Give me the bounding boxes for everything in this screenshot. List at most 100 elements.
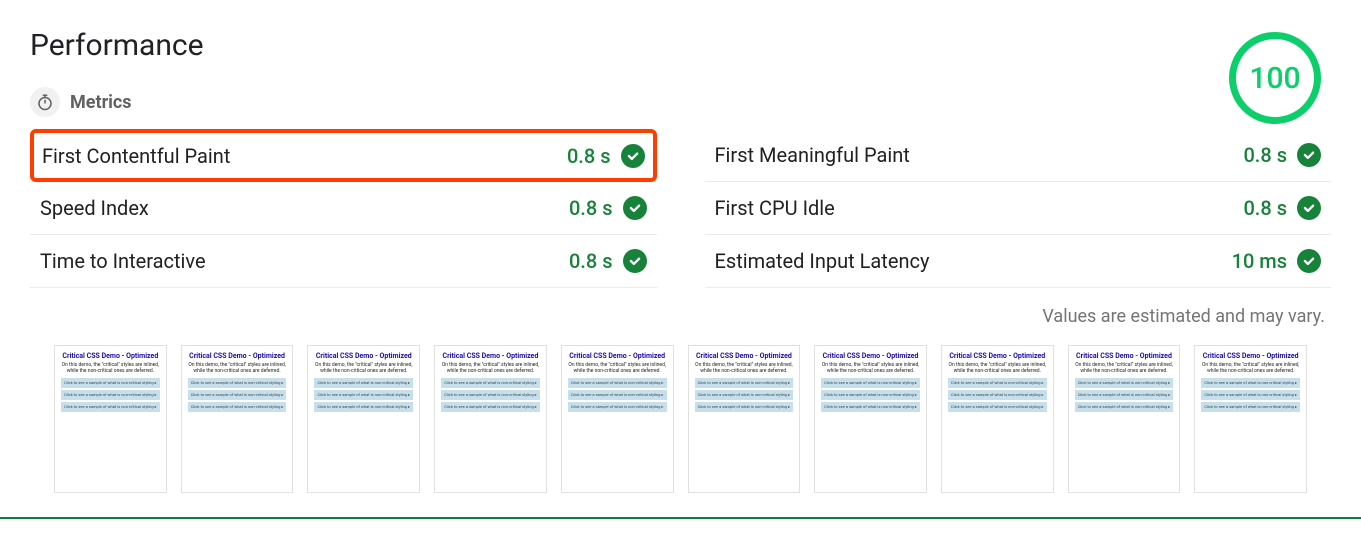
thumb-content-row: Click to see a sample of what is non-cri… [188, 378, 287, 388]
thumb-content-row: Click to see a sample of what is non-cri… [1075, 378, 1174, 388]
performance-score-gauge: 100 [1229, 32, 1321, 124]
thumb-content-row: Click to see a sample of what is non-cri… [695, 378, 794, 388]
thumb-content-row: Click to see a sample of what is non-cri… [61, 378, 160, 388]
filmstrip-frame[interactable]: Critical CSS Demo - Optimized On this dem… [434, 345, 547, 493]
thumb-content-row: Click to see a sample of what is non-cri… [948, 378, 1047, 388]
stopwatch-icon [30, 87, 60, 117]
metric-value: 0.8 s [1243, 143, 1287, 167]
thumb-subtitle: On this demo, the "critical" styles are … [314, 362, 413, 374]
thumb-subtitle: On this demo, the "critical" styles are … [568, 362, 667, 374]
thumb-content-row: Click to see a sample of what is non-cri… [948, 402, 1047, 412]
metric-row[interactable]: Speed Index 0.8 s [30, 182, 657, 235]
thumb-title: Critical CSS Demo - Optimized [314, 352, 413, 360]
metric-name: Time to Interactive [40, 249, 206, 273]
metric-row[interactable]: Estimated Input Latency 10 ms [705, 235, 1332, 288]
thumb-content-row: Click to see a sample of what is non-cri… [1201, 390, 1300, 400]
thumb-content-row: Click to see a sample of what is non-cri… [188, 390, 287, 400]
thumb-content-row: Click to see a sample of what is non-cri… [61, 390, 160, 400]
thumb-content-row: Click to see a sample of what is non-cri… [1075, 390, 1174, 400]
metric-value-wrap: 0.8 s [569, 196, 647, 220]
metric-value: 0.8 s [569, 249, 613, 273]
thumb-content-row: Click to see a sample of what is non-cri… [1201, 402, 1300, 412]
thumb-content-row: Click to see a sample of what is non-cri… [821, 402, 920, 412]
thumb-subtitle: On this demo, the "critical" styles are … [1201, 362, 1300, 374]
page-title: Performance [30, 28, 1331, 63]
check-circle-icon [623, 196, 647, 220]
metric-name: First Contentful Paint [42, 144, 230, 168]
thumb-content-row: Click to see a sample of what is non-cri… [441, 402, 540, 412]
performance-report: Performance 100 Metrics First Contentful… [0, 0, 1361, 519]
thumb-content-row: Click to see a sample of what is non-cri… [61, 402, 160, 412]
metrics-section-label: Metrics [70, 92, 132, 113]
metric-row[interactable]: First Meaningful Paint 0.8 s [705, 129, 1332, 182]
filmstrip-frame[interactable]: Critical CSS Demo - Optimized On this dem… [54, 345, 167, 493]
thumb-content-row: Click to see a sample of what is non-cri… [948, 390, 1047, 400]
thumb-content-row: Click to see a sample of what is non-cri… [568, 402, 667, 412]
filmstrip-frame[interactable]: Critical CSS Demo - Optimized On this dem… [561, 345, 674, 493]
thumb-title: Critical CSS Demo - Optimized [568, 352, 667, 360]
thumb-content-row: Click to see a sample of what is non-cri… [314, 402, 413, 412]
thumb-subtitle: On this demo, the "critical" styles are … [695, 362, 794, 374]
thumb-title: Critical CSS Demo - Optimized [188, 352, 287, 360]
thumb-content-row: Click to see a sample of what is non-cri… [441, 378, 540, 388]
metric-value-wrap: 0.8 s [569, 249, 647, 273]
filmstrip-frame[interactable]: Critical CSS Demo - Optimized On this dem… [1068, 345, 1181, 493]
thumb-title: Critical CSS Demo - Optimized [695, 352, 794, 360]
metric-row[interactable]: Time to Interactive 0.8 s [30, 235, 657, 288]
thumb-subtitle: On this demo, the "critical" styles are … [61, 362, 160, 374]
thumb-content-row: Click to see a sample of what is non-cri… [314, 390, 413, 400]
check-circle-icon [1297, 196, 1321, 220]
thumb-content-row: Click to see a sample of what is non-cri… [188, 402, 287, 412]
metric-name: First Meaningful Paint [715, 143, 910, 167]
thumb-title: Critical CSS Demo - Optimized [61, 352, 160, 360]
thumb-content-row: Click to see a sample of what is non-cri… [441, 390, 540, 400]
thumb-title: Critical CSS Demo - Optimized [1201, 352, 1300, 360]
thumb-content-row: Click to see a sample of what is non-cri… [314, 378, 413, 388]
thumb-content-row: Click to see a sample of what is non-cri… [695, 390, 794, 400]
metric-name: Estimated Input Latency [715, 249, 930, 273]
metric-row[interactable]: First Contentful Paint 0.8 s [30, 129, 657, 182]
metric-name: Speed Index [40, 196, 149, 220]
metrics-section-header: Metrics [30, 87, 1331, 117]
filmstrip-frame[interactable]: Critical CSS Demo - Optimized On this dem… [307, 345, 420, 493]
filmstrip-frame[interactable]: Critical CSS Demo - Optimized On this dem… [1194, 345, 1307, 493]
thumb-subtitle: On this demo, the "critical" styles are … [1075, 362, 1174, 374]
thumb-content-row: Click to see a sample of what is non-cri… [821, 378, 920, 388]
thumb-content-row: Click to see a sample of what is non-cri… [695, 402, 794, 412]
metric-name: First CPU Idle [715, 196, 835, 220]
metric-value-wrap: 0.8 s [567, 144, 645, 168]
metric-value-wrap: 0.8 s [1243, 143, 1321, 167]
check-circle-icon [621, 144, 645, 168]
check-circle-icon [1297, 143, 1321, 167]
thumb-subtitle: On this demo, the "critical" styles are … [188, 362, 287, 374]
thumb-content-row: Click to see a sample of what is non-cri… [1075, 402, 1174, 412]
metric-value-wrap: 0.8 s [1243, 196, 1321, 220]
metric-value: 0.8 s [567, 144, 611, 168]
thumb-subtitle: On this demo, the "critical" styles are … [948, 362, 1047, 374]
filmstrip-frame[interactable]: Critical CSS Demo - Optimized On this dem… [181, 345, 294, 493]
metric-value-wrap: 10 ms [1232, 249, 1321, 273]
metric-value: 0.8 s [1243, 196, 1287, 220]
thumb-title: Critical CSS Demo - Optimized [948, 352, 1047, 360]
metric-value: 10 ms [1232, 249, 1287, 273]
thumb-subtitle: On this demo, the "critical" styles are … [441, 362, 540, 374]
thumb-title: Critical CSS Demo - Optimized [441, 352, 540, 360]
thumb-title: Critical CSS Demo - Optimized [1075, 352, 1174, 360]
thumb-title: Critical CSS Demo - Optimized [821, 352, 920, 360]
performance-score-value: 100 [1249, 61, 1300, 96]
thumb-content-row: Click to see a sample of what is non-cri… [1201, 378, 1300, 388]
filmstrip-frame[interactable]: Critical CSS Demo - Optimized On this dem… [814, 345, 927, 493]
check-circle-icon [1297, 249, 1321, 273]
metrics-footnote: Values are estimated and may vary. [30, 306, 1325, 327]
filmstrip-frame[interactable]: Critical CSS Demo - Optimized On this dem… [941, 345, 1054, 493]
thumb-subtitle: On this demo, the "critical" styles are … [821, 362, 920, 374]
filmstrip-frame[interactable]: Critical CSS Demo - Optimized On this dem… [688, 345, 801, 493]
check-circle-icon [623, 249, 647, 273]
metrics-grid: First Contentful Paint0.8 sFirst Meaning… [30, 129, 1331, 288]
filmstrip: Critical CSS Demo - Optimized On this dem… [30, 345, 1331, 493]
thumb-content-row: Click to see a sample of what is non-cri… [568, 390, 667, 400]
thumb-content-row: Click to see a sample of what is non-cri… [821, 390, 920, 400]
metric-value: 0.8 s [569, 196, 613, 220]
thumb-content-row: Click to see a sample of what is non-cri… [568, 378, 667, 388]
metric-row[interactable]: First CPU Idle 0.8 s [705, 182, 1332, 235]
